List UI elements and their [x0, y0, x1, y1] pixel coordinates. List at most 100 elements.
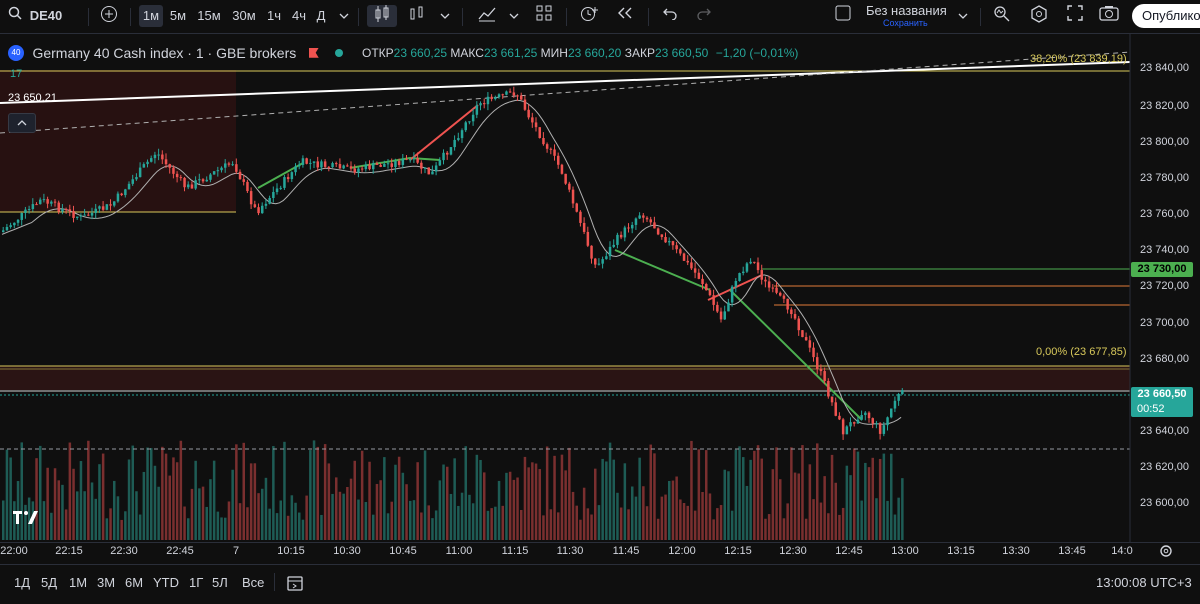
volume-bar: [323, 444, 327, 540]
price-tick: 23 820,00: [1140, 100, 1189, 112]
price-tick: 23 700,00: [1140, 317, 1189, 329]
volume-bar: [475, 454, 479, 540]
volume-bar: [42, 501, 46, 540]
volume-bar: [730, 510, 734, 540]
price-chart[interactable]: [0, 0, 1200, 542]
candle-body: [723, 311, 726, 320]
range-1m[interactable]: 1М: [69, 575, 88, 590]
time-tick: 22:15: [55, 545, 83, 557]
volume-bar: [46, 467, 49, 540]
volume-bar: [279, 500, 282, 540]
candle-body: [764, 279, 767, 282]
symbol-legend[interactable]: 40 Germany 40 Cash index · 1 · GBE broke…: [8, 44, 344, 62]
candle-body: [627, 227, 630, 229]
candle-body: [882, 425, 886, 434]
clock[interactable]: 13:00:08 UTC+3: [1096, 575, 1192, 590]
candle-body: [268, 197, 271, 204]
volume-bar: [146, 447, 149, 540]
undo-icon[interactable]: [658, 5, 682, 27]
screener-search-icon[interactable]: [990, 5, 1014, 27]
volume-bar: [368, 461, 371, 540]
tradingview-logo[interactable]: [12, 508, 42, 526]
candle-body: [94, 208, 97, 213]
volume-bar: [664, 494, 667, 540]
chart-settings-gear-icon[interactable]: [1158, 543, 1174, 559]
candle-body: [679, 249, 682, 254]
candle-body: [146, 161, 149, 165]
interval-1h[interactable]: 1ч: [266, 8, 281, 23]
interval-4h[interactable]: 4ч: [291, 8, 306, 23]
range-3m[interactable]: 3М: [97, 575, 116, 590]
volume-bar: [512, 479, 516, 540]
candle-body: [460, 130, 464, 139]
symbol-title[interactable]: Germany 40 Cash index · 1 · GBE brokers: [32, 44, 297, 61]
interval-1m[interactable]: 1м: [139, 5, 163, 27]
candle-body: [349, 166, 353, 169]
range-all[interactable]: Все: [242, 575, 265, 590]
fullscreen-icon[interactable]: [1063, 5, 1087, 27]
range-6m[interactable]: 6М: [125, 575, 144, 590]
range-1d[interactable]: 1Д: [14, 575, 31, 590]
volume-bar: [335, 477, 338, 540]
publish-button[interactable]: Опубликовать: [1132, 4, 1200, 28]
settings-icon[interactable]: [1027, 5, 1051, 27]
layout-grid-icon[interactable]: [532, 5, 556, 27]
volume-bar: [253, 463, 257, 540]
volume-bar: [238, 503, 242, 540]
candle-body: [27, 209, 31, 211]
collapse-legend-button[interactable]: [8, 113, 36, 133]
date-range-icon[interactable]: [286, 574, 304, 592]
replay-icon[interactable]: [612, 5, 638, 27]
alert-clock-icon[interactable]: [576, 5, 602, 27]
candle-body: [686, 260, 689, 263]
camera-icon[interactable]: [1097, 5, 1121, 27]
volume-bar: [331, 493, 334, 540]
layout-checkbox-icon[interactable]: [832, 5, 854, 27]
candle-body: [490, 96, 493, 100]
candle-body: [494, 97, 497, 100]
candle-body: [797, 318, 800, 331]
candle-body: [83, 214, 86, 216]
candle-body: [801, 330, 804, 338]
symbol-button[interactable]: DE40: [29, 8, 63, 23]
candle-body: [2, 230, 5, 232]
volume-bar: [142, 471, 146, 540]
candle-body: [849, 422, 852, 427]
time-tick: 12:30: [779, 545, 807, 557]
volume-bar: [50, 512, 53, 540]
chevron-down-icon[interactable]: [507, 5, 521, 27]
layout-save-status[interactable]: Сохранить: [883, 18, 928, 28]
add-compare-icon[interactable]: [98, 5, 120, 27]
candle-body: [246, 181, 249, 192]
price-tick: 23 620,00: [1140, 461, 1189, 473]
range-5d[interactable]: 5Д: [41, 575, 58, 590]
time-axis[interactable]: [0, 542, 1200, 561]
interval-30m[interactable]: 30м: [232, 8, 256, 23]
volume-bar: [775, 447, 778, 540]
volume-bar: [290, 495, 294, 540]
candles-icon[interactable]: [367, 5, 397, 27]
chevron-down-icon[interactable]: [438, 5, 452, 27]
bar-chart-icon[interactable]: [405, 5, 429, 27]
candle-body: [664, 236, 667, 243]
volume-bar: [808, 464, 812, 540]
volume-bar: [582, 487, 586, 540]
volume-bar: [379, 480, 382, 540]
search-icon[interactable]: [6, 5, 24, 27]
candle-body: [275, 188, 279, 193]
chevron-down-icon[interactable]: [337, 5, 351, 27]
interval-d[interactable]: Д: [316, 8, 326, 23]
chevron-down-icon[interactable]: [956, 5, 970, 27]
layout-name[interactable]: Без названия: [866, 3, 947, 18]
candle-body: [164, 159, 168, 165]
range-ytd[interactable]: YTD: [153, 575, 179, 590]
interval-15m[interactable]: 15м: [197, 8, 221, 23]
time-tick: 11:15: [501, 545, 529, 557]
indicators-icon[interactable]: [474, 5, 500, 27]
redo-icon[interactable]: [692, 5, 716, 27]
interval-5m[interactable]: 5м: [169, 8, 187, 23]
range-5y[interactable]: 5Л: [212, 575, 228, 590]
candle-body: [623, 227, 627, 238]
range-1y[interactable]: 1Г: [189, 575, 204, 590]
candle-body: [753, 261, 756, 263]
